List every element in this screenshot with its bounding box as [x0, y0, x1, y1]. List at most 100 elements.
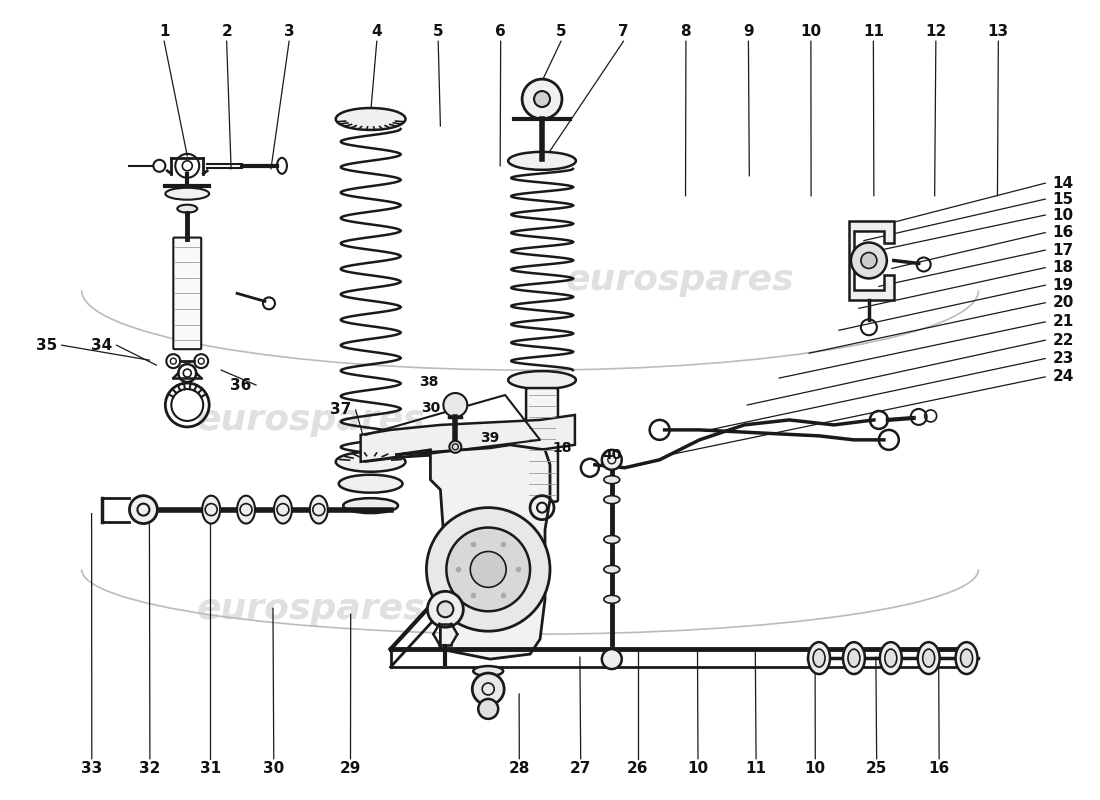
Text: 39: 39: [481, 431, 499, 445]
Circle shape: [130, 496, 157, 523]
Circle shape: [450, 441, 461, 453]
Text: 23: 23: [1053, 351, 1074, 366]
Text: 8: 8: [681, 24, 691, 38]
Ellipse shape: [843, 642, 865, 674]
Text: 16: 16: [928, 762, 949, 776]
Text: 38: 38: [419, 375, 438, 389]
Ellipse shape: [339, 474, 403, 493]
Ellipse shape: [238, 496, 255, 523]
Ellipse shape: [604, 595, 619, 603]
Ellipse shape: [808, 642, 830, 674]
Circle shape: [535, 91, 550, 107]
Circle shape: [861, 253, 877, 269]
Text: 14: 14: [1053, 176, 1074, 190]
Ellipse shape: [604, 476, 619, 484]
Text: 33: 33: [81, 762, 102, 776]
Text: 40: 40: [602, 448, 621, 462]
Text: 26: 26: [627, 762, 648, 776]
Text: 10: 10: [688, 762, 708, 776]
Circle shape: [428, 591, 463, 627]
Ellipse shape: [336, 108, 406, 130]
Text: 32: 32: [140, 762, 161, 776]
Text: 18: 18: [1053, 260, 1074, 275]
Text: 2: 2: [221, 24, 232, 38]
Text: 25: 25: [866, 762, 888, 776]
Text: eurospares: eurospares: [197, 592, 425, 626]
Text: 6: 6: [495, 24, 506, 38]
Text: 7: 7: [618, 24, 629, 38]
Text: 24: 24: [1053, 370, 1074, 384]
Ellipse shape: [508, 152, 576, 170]
Text: 30: 30: [421, 401, 440, 415]
FancyBboxPatch shape: [174, 238, 201, 349]
Ellipse shape: [165, 188, 209, 200]
Circle shape: [447, 527, 530, 611]
Text: 11: 11: [862, 24, 884, 38]
Ellipse shape: [473, 666, 503, 676]
Ellipse shape: [177, 205, 197, 213]
Text: 18: 18: [552, 441, 572, 455]
Text: 22: 22: [1053, 333, 1074, 348]
Circle shape: [602, 649, 621, 669]
Text: 19: 19: [1053, 278, 1074, 293]
Text: 28: 28: [508, 762, 530, 776]
Ellipse shape: [508, 371, 576, 389]
Circle shape: [438, 602, 453, 618]
Text: 35: 35: [36, 338, 57, 353]
Polygon shape: [361, 415, 575, 462]
Ellipse shape: [604, 496, 619, 504]
Ellipse shape: [923, 649, 935, 667]
Text: 10: 10: [801, 24, 822, 38]
Text: 3: 3: [284, 24, 295, 38]
Text: 31: 31: [199, 762, 221, 776]
Ellipse shape: [880, 642, 902, 674]
Text: 27: 27: [570, 762, 592, 776]
Text: 37: 37: [330, 402, 351, 418]
Ellipse shape: [848, 649, 860, 667]
Polygon shape: [396, 445, 550, 659]
Ellipse shape: [960, 649, 972, 667]
Text: 29: 29: [340, 762, 361, 776]
Ellipse shape: [310, 496, 328, 523]
Circle shape: [851, 242, 887, 278]
Ellipse shape: [336, 452, 406, 472]
Ellipse shape: [202, 496, 220, 523]
Circle shape: [478, 699, 498, 719]
Text: 20: 20: [1053, 295, 1074, 310]
Text: 9: 9: [744, 24, 754, 38]
Text: 11: 11: [746, 762, 767, 776]
Text: 10: 10: [1053, 207, 1074, 222]
Ellipse shape: [884, 649, 896, 667]
Ellipse shape: [956, 642, 978, 674]
Text: 16: 16: [1053, 225, 1074, 240]
Text: 21: 21: [1053, 314, 1074, 330]
Polygon shape: [849, 221, 894, 300]
Text: eurospares: eurospares: [565, 263, 794, 298]
Ellipse shape: [274, 496, 292, 523]
Text: 13: 13: [988, 24, 1009, 38]
Circle shape: [448, 397, 463, 413]
Circle shape: [522, 79, 562, 119]
Text: 30: 30: [263, 762, 285, 776]
Circle shape: [471, 551, 506, 587]
Text: 5: 5: [433, 24, 443, 38]
FancyBboxPatch shape: [526, 388, 558, 502]
Text: eurospares: eurospares: [197, 403, 425, 437]
Text: 4: 4: [372, 24, 382, 38]
Ellipse shape: [917, 642, 939, 674]
Ellipse shape: [813, 649, 825, 667]
Text: 36: 36: [230, 378, 252, 393]
Circle shape: [472, 673, 504, 705]
Text: 1: 1: [158, 24, 169, 38]
Ellipse shape: [343, 498, 398, 513]
Text: 17: 17: [1053, 242, 1074, 258]
Circle shape: [602, 450, 621, 470]
Text: 15: 15: [1053, 192, 1074, 206]
Circle shape: [427, 508, 550, 631]
Circle shape: [443, 393, 468, 417]
Ellipse shape: [604, 566, 619, 574]
Text: 5: 5: [556, 24, 566, 38]
Text: 12: 12: [925, 24, 946, 38]
Text: 10: 10: [805, 762, 826, 776]
Ellipse shape: [604, 535, 619, 543]
